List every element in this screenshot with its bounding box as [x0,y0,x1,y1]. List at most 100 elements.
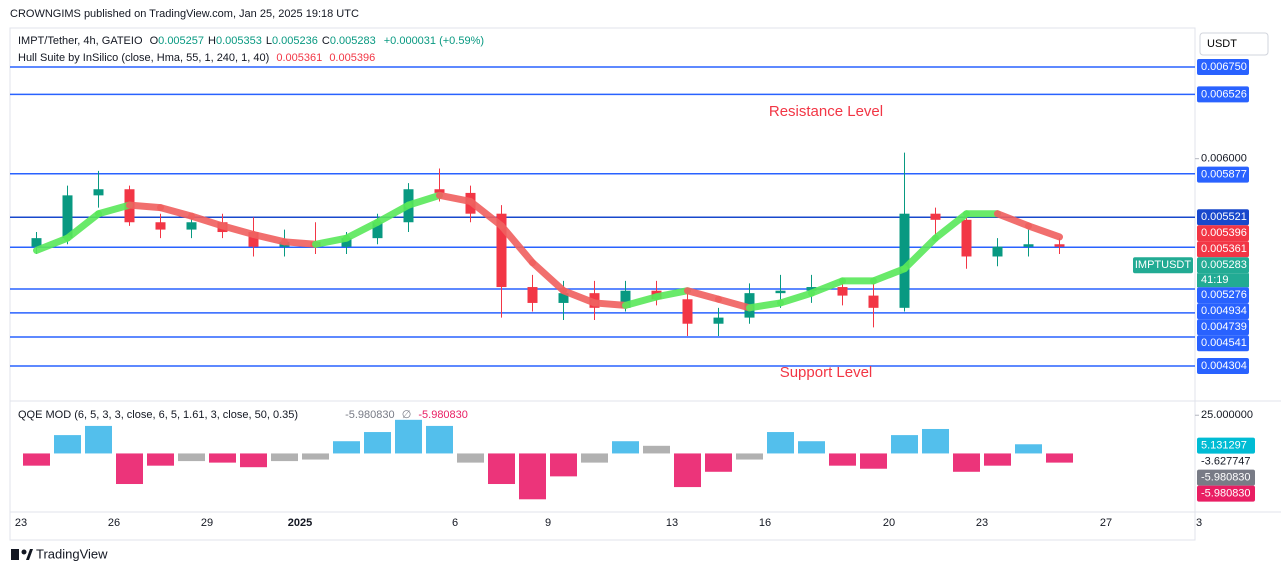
candle-body [31,238,42,247]
hull-segment [250,230,288,246]
candle-body [155,222,166,230]
symbol: IMPT/Tether, 4h, GATEIO [18,35,143,47]
price-label-bg [1197,58,1249,75]
quote-key: H [208,35,216,47]
qqe-bar [302,453,329,460]
x-tick-label: 9 [545,517,551,529]
hull-segment [560,287,598,307]
candle-body [527,287,538,303]
hull-segment [870,265,908,285]
candle-body [248,232,259,247]
indicator: Hull Suite by InSilico (close, Hma, 55, … [18,52,270,64]
qqe-label: 25.000000 [1201,409,1253,421]
qqe-bar [147,453,174,466]
hull-segment [622,293,660,309]
x-tick-label: 26 [108,517,120,529]
price-label: 0.004934 [1201,305,1247,317]
x-tick-label: 16 [759,517,771,529]
candle-body [186,222,197,230]
qqe-bar [271,453,298,462]
qqe-bar [457,453,484,463]
qqe-bar [674,453,701,488]
qqe-bar [178,453,205,462]
quote-key: C [321,35,330,47]
qqe-bar [519,453,546,500]
hull-segment [64,210,102,242]
logo [11,549,33,560]
price-label-bg [1197,257,1249,274]
qqe-value: -5.980830 [345,409,395,421]
annotation: Support Level [780,364,873,381]
hull-segment [994,210,1032,230]
candle-body [62,195,73,239]
x-tick-label: 20 [883,517,895,529]
qqe-title: QQE MOD (6, 5, 3, 3, close, 6, 5, 1.61, … [18,409,299,421]
symbol-tag-bg [1133,257,1193,274]
qqe-label: -5.980830 [1201,472,1251,484]
qqe-bar [240,453,267,468]
qqe-legend: QQE MOD (6, 5, 3, 3, close, 6, 5, 1.61, … [18,408,472,421]
frame [9,27,1196,541]
hull-segment [188,212,226,230]
candle-body [1054,244,1065,247]
main-legend: IMPT/Tether, 4h, GATEIO O0.005257 H0.0053… [18,35,488,47]
candle-body [620,290,631,308]
qqe-bar [643,445,670,454]
price-label: 0.005521 [1201,211,1247,223]
footer: TradingView [36,546,108,561]
qqe-bar [581,453,608,463]
x-tick-label: 27 [1100,517,1112,529]
candle-body [558,293,569,303]
hull-segment [405,191,443,209]
price-label-bg [1197,287,1249,304]
price-label: 0.004739 [1201,321,1247,333]
x-tick-label: 29 [201,517,213,529]
qqe-bar [1046,453,1073,463]
quote-key: O [149,35,159,47]
hull-segment [808,277,846,297]
price-label: 0.006750 [1201,61,1247,73]
qqe-value: -5.980830 [418,409,468,421]
qqe-bar [860,453,887,469]
candle-body [341,238,352,247]
price-label: 0.006526 [1201,88,1247,100]
hull-segment [777,289,815,307]
qqe-bar [209,453,236,463]
hull-segment [653,287,691,301]
candle-body [899,213,910,308]
hull-segment [932,210,970,242]
hull-value: 0.005361 [276,52,323,64]
currency: USDT [1207,38,1237,50]
price-label-bg [1197,319,1249,336]
hull-segment [219,222,257,238]
hull-segment [157,204,195,220]
countdown-bg [1197,273,1249,288]
currency-box[interactable] [1199,32,1269,56]
candle-body [434,189,445,193]
candle-body [992,246,1003,257]
price-label-bg [1197,209,1249,226]
candle-body [1023,244,1034,247]
hull-segment [312,234,350,248]
candle-body [930,213,941,220]
qqe-bar [23,453,50,466]
hull-segment [436,191,474,205]
symbol-tag: IMPTUSDT [1135,259,1192,271]
published: CROWNGIMS published on TradingView.com, … [10,8,359,20]
price-label: 0.005361 [1201,243,1247,255]
price-label: 0.005396 [1201,227,1247,239]
qqe-label: 5.131297 [1201,440,1247,452]
qqe-label-bg [1197,437,1255,454]
candle-body [93,189,104,196]
x-tick-label: 23 [15,517,27,529]
price-label-bg [1197,86,1249,103]
candle-body [682,299,693,324]
price-label: 0.004541 [1201,337,1247,349]
x-tick-label: 3 [1196,517,1202,529]
candle-body [806,287,817,291]
countdown: 41:19 [1201,274,1229,286]
annotation: Resistance Level [769,103,883,120]
qqe-label-bg [1197,485,1255,502]
